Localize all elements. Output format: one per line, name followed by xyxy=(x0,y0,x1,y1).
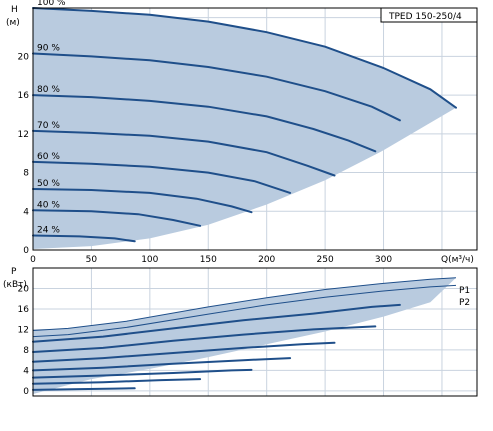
head-axis-unit: (м) xyxy=(6,18,20,28)
head-envelope-area xyxy=(33,8,456,249)
power-y-tick: 12 xyxy=(18,325,29,335)
head-y-tick: 16 xyxy=(18,91,30,101)
head-y-tick-labels: 0 4 8 12 16 20 xyxy=(18,52,30,256)
power-curves xyxy=(32,277,457,391)
speed-label: 50 % xyxy=(37,179,60,189)
power-axis-label: P xyxy=(11,267,17,277)
head-curve-24pct xyxy=(32,234,136,243)
pump-model-title: TPED 150-250/4 xyxy=(388,12,462,22)
head-curve-70pct xyxy=(32,129,336,177)
power-y-tick: 20 xyxy=(18,285,30,295)
head-y-tick: 20 xyxy=(18,52,30,62)
head-plot-frame xyxy=(32,7,478,251)
head-y-tick: 4 xyxy=(23,207,29,217)
flow-x-tick: 0 xyxy=(30,255,36,265)
power-curve xyxy=(32,368,253,379)
head-axis-label: H xyxy=(11,5,18,15)
head-curve-40pct xyxy=(32,209,202,227)
power-curve xyxy=(32,357,292,372)
power-y-tick: 0 xyxy=(23,387,29,397)
power-chart: 0 4 8 12 16 20 P (кВт) P1 P2 xyxy=(3,267,478,397)
speed-percentage-labels: 100 % 90 % 80 % 70 % 60 % 50 % 40 % 24 % xyxy=(37,0,66,236)
head-chart: 100 % 90 % 80 % 70 % 60 % 50 % 40 % 24 % 0 4 8 12 1… xyxy=(6,0,478,265)
speed-label: 40 % xyxy=(37,200,60,210)
flow-x-tick: 250 xyxy=(317,255,334,265)
flow-x-tick: 100 xyxy=(141,255,158,265)
pump-model-title-box xyxy=(380,7,478,23)
head-curve-60pct xyxy=(32,160,292,194)
flow-x-tick: 50 xyxy=(86,255,98,265)
speed-label: 80 % xyxy=(37,85,60,95)
power-y-tick-labels: 0 4 8 12 16 20 xyxy=(18,285,30,397)
speed-label: 60 % xyxy=(37,152,60,162)
head-curve-100pct xyxy=(32,7,457,109)
power-y-tick: 4 xyxy=(23,366,29,376)
power-curve-p2 xyxy=(32,284,457,338)
speed-label: 24 % xyxy=(37,226,60,236)
flow-axis-label: Q(м³/ч) xyxy=(441,255,474,265)
power-curve xyxy=(32,341,336,363)
speed-label: 70 % xyxy=(37,121,60,131)
head-curve-90pct xyxy=(32,52,401,122)
head-y-tick: 8 xyxy=(23,169,29,179)
head-y-tick: 0 xyxy=(23,246,29,256)
power-curve-p1 xyxy=(32,277,457,331)
p2-series-label: P2 xyxy=(459,298,470,308)
power-curve xyxy=(32,378,202,385)
power-y-tick: 16 xyxy=(18,305,30,315)
head-curves xyxy=(32,7,457,243)
power-curve xyxy=(32,325,377,353)
flow-x-tick: 200 xyxy=(258,255,275,265)
flow-x-tick: 300 xyxy=(375,255,392,265)
p1-series-label: P1 xyxy=(459,286,470,296)
speed-label: 90 % xyxy=(37,44,60,54)
head-y-tick: 12 xyxy=(18,130,29,140)
head-curve-80pct xyxy=(32,94,377,153)
power-curve xyxy=(32,303,401,343)
power-plot-frame xyxy=(32,267,478,397)
flow-x-tick-labels: 0 50 100 150 200 250 300 xyxy=(30,255,392,265)
power-y-tick: 8 xyxy=(23,346,29,356)
head-curve-50pct xyxy=(32,188,253,214)
power-curve xyxy=(32,387,136,391)
power-axis-unit: (кВт) xyxy=(3,280,27,290)
speed-label: 100 % xyxy=(37,0,66,8)
flow-x-tick: 150 xyxy=(200,255,217,265)
